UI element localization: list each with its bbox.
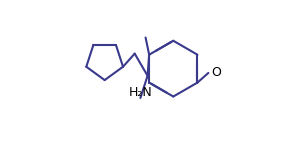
- Text: H₂N: H₂N: [128, 86, 152, 99]
- Text: O: O: [212, 66, 221, 79]
